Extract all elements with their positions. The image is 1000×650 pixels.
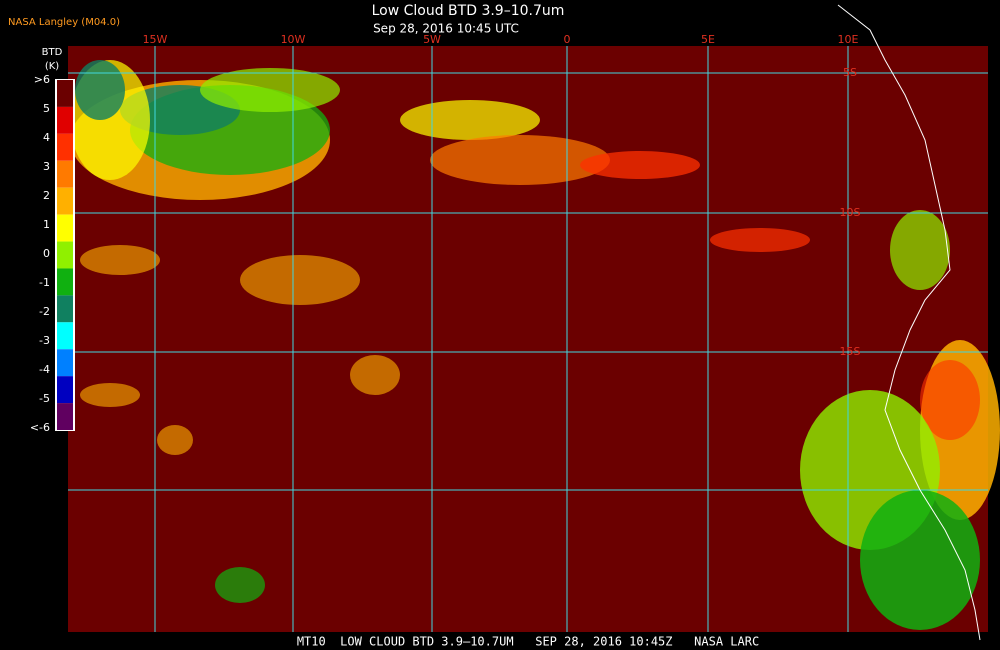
colorbar-swatch — [57, 268, 73, 296]
colorbar-label: -5 — [39, 392, 50, 405]
colorbar-label: <-6 — [30, 421, 50, 434]
latitude-label: 5S — [843, 66, 857, 79]
longitude-label: 5E — [701, 33, 715, 46]
cloud-field — [70, 60, 1000, 630]
title: Low Cloud BTD 3.9–10.7um — [372, 3, 565, 19]
colorbar-swatch — [57, 403, 73, 430]
legend-unit: (K) — [45, 61, 59, 72]
colorbar-swatch — [57, 80, 73, 107]
colorbar-label: 4 — [43, 131, 50, 144]
graticule — [68, 46, 988, 632]
longitude-label: 10W — [281, 33, 306, 46]
colorbar-swatch — [57, 349, 73, 377]
longitude-label: 10E — [838, 33, 859, 46]
coastline — [837, 4, 981, 641]
colorbar-label: -4 — [39, 363, 50, 376]
colorbar-label: 0 — [43, 247, 50, 260]
longitude-label: 15W — [143, 33, 168, 46]
colorbar-swatch — [57, 214, 73, 242]
colorbar-swatch — [57, 295, 73, 323]
colorbar-label: -2 — [39, 305, 50, 318]
source-label: NASA Langley (M04.0) — [8, 17, 120, 28]
footer: MT10 LOW CLOUD BTD 3.9–10.7UM SEP 28, 20… — [297, 635, 759, 649]
colorbar-swatch — [57, 187, 73, 215]
colorbar-label: -1 — [39, 276, 50, 289]
colorbar-swatch — [57, 160, 73, 188]
colorbar-label: 5 — [43, 102, 50, 115]
subtitle: Sep 28, 2016 10:45 UTC — [373, 22, 519, 36]
colorbar-label: -3 — [39, 334, 50, 347]
colorbar-label: 2 — [43, 189, 50, 202]
latitude-label: 15S — [840, 345, 861, 358]
colorbar-label: 1 — [43, 218, 50, 231]
longitude-label: 0 — [564, 33, 571, 46]
colorbar-swatch — [57, 322, 73, 350]
latitude-label: 10S — [840, 206, 861, 219]
colorbar-swatch — [57, 106, 73, 134]
colorbar-swatch — [57, 241, 73, 269]
colorbar-swatch — [57, 376, 73, 404]
legend-title: BTD — [42, 47, 63, 58]
longitude-label: 5W — [423, 33, 441, 46]
colorbar-label: >6 — [34, 73, 50, 86]
colorbar-label: 3 — [43, 160, 50, 173]
colorbar-swatch — [57, 133, 73, 161]
